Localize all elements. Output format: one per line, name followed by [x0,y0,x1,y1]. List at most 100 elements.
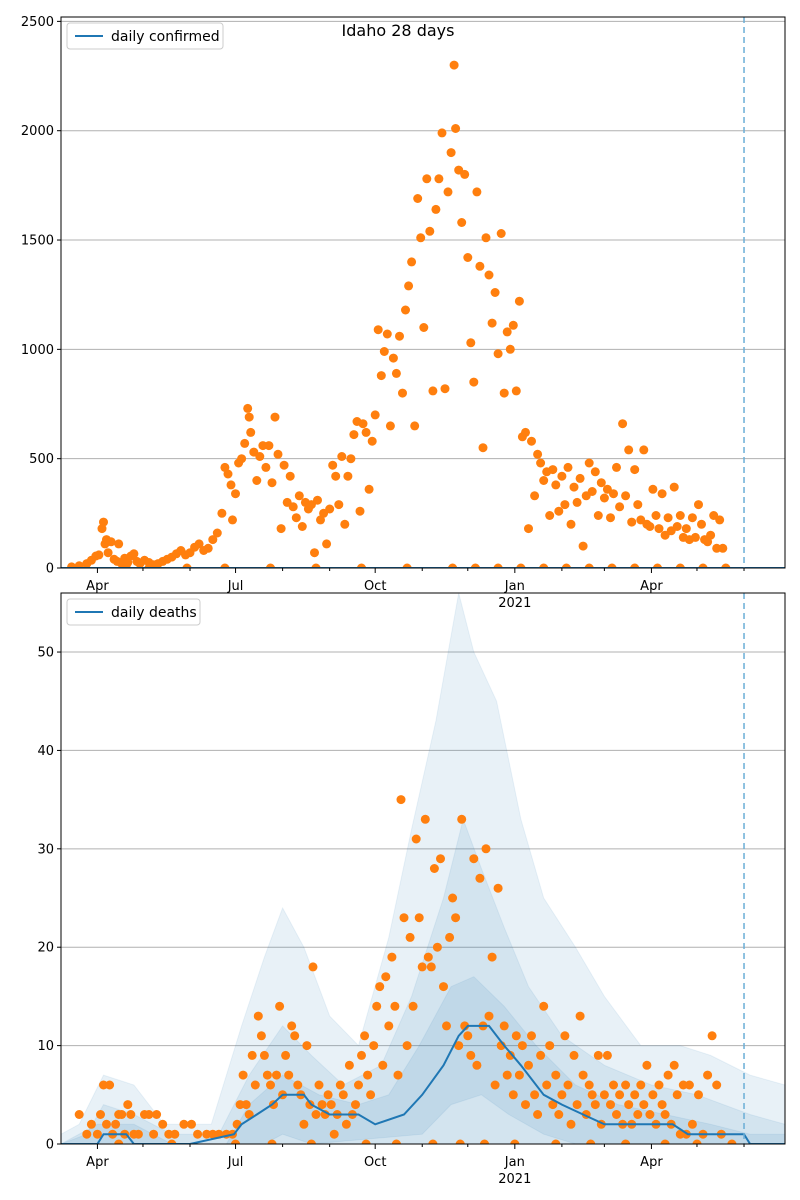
data-point [706,530,716,540]
data-point [542,1080,552,1090]
data-point [493,349,503,359]
data-point [379,347,389,356]
data-point [310,548,319,558]
data-point [244,1110,254,1119]
data-point [657,489,667,499]
data-point [451,124,461,133]
data-point [67,562,77,568]
data-point [569,482,579,492]
legend-label: daily confirmed [111,29,220,45]
data-point [484,1011,494,1021]
data-point [690,532,700,542]
data-point [279,460,289,470]
y-tick-label: 500 [29,452,54,467]
data-point [407,257,417,267]
data-point [454,1041,464,1051]
data-point [536,458,546,468]
data-point [261,462,271,472]
y-tick-label: 10 [37,1039,54,1054]
data-point [687,513,697,523]
data-point [440,384,450,394]
data-point [475,261,485,271]
data-point [533,1110,543,1119]
data-point [285,471,295,481]
data-point [423,952,433,962]
data-point [329,1129,339,1139]
data-point [290,1031,300,1041]
data-point [721,563,731,568]
data-point [373,325,383,335]
data-point [718,543,728,553]
data-point [111,1119,121,1129]
data-point [527,1031,536,1041]
data-point [399,913,409,923]
data-point [557,1090,567,1100]
data-point [410,421,420,431]
data-point [539,1001,549,1011]
data-point [413,194,423,203]
data-point [121,563,131,568]
data-point [337,452,347,461]
data-point [226,480,236,490]
data-point [240,438,250,448]
data-point [375,982,385,992]
data-point [231,489,240,499]
data-point [335,1080,345,1090]
x-tick-label: Jul [227,1155,244,1170]
data-point [490,288,500,297]
data-point [533,449,543,459]
data-point [697,519,706,529]
data-point [712,1080,722,1090]
data-point [395,331,404,341]
data-point [370,410,380,420]
data-point [606,1100,615,1110]
legend-box [66,598,201,626]
data-point [117,1110,127,1119]
data-point [405,932,415,942]
x-tick-label: Jan [504,1155,525,1170]
data-point [554,506,564,516]
legend-label: daily deaths [111,605,197,621]
data-point [422,174,432,184]
data-point [208,535,218,545]
data-point [602,1050,612,1060]
data-point [630,1090,640,1100]
data-point [361,427,371,437]
data-point [551,1139,561,1144]
data-point [187,1119,196,1129]
uncertainty-band-inner [61,976,785,1144]
data-point [388,353,398,363]
data-point [297,522,307,531]
data-point [102,1119,111,1129]
data-point [351,1100,360,1110]
data-point [291,513,301,523]
data-point [322,539,332,549]
data-point [276,524,286,534]
y-tick-label: 2000 [21,124,54,139]
data-point [86,1119,96,1129]
data-point [607,563,617,568]
data-point [114,539,124,549]
data-point [273,449,283,459]
data-point [599,1090,609,1100]
data-point [457,814,467,824]
data-point [636,1080,646,1090]
data-point [493,883,503,893]
data-point [551,480,561,490]
data-point [442,1021,451,1031]
data-point [114,1139,124,1144]
data-point [621,491,631,501]
data-point [487,318,497,328]
data-point [94,550,104,560]
data-point [323,1090,333,1100]
data-point [267,1139,277,1144]
data-point [675,511,685,520]
data-point [378,1060,388,1070]
data-point [551,1070,561,1080]
data-point [341,1119,351,1129]
data-point [255,452,265,461]
data-point [675,563,685,568]
data-point [217,508,227,518]
data-point [514,296,524,306]
data-point [256,1031,266,1041]
